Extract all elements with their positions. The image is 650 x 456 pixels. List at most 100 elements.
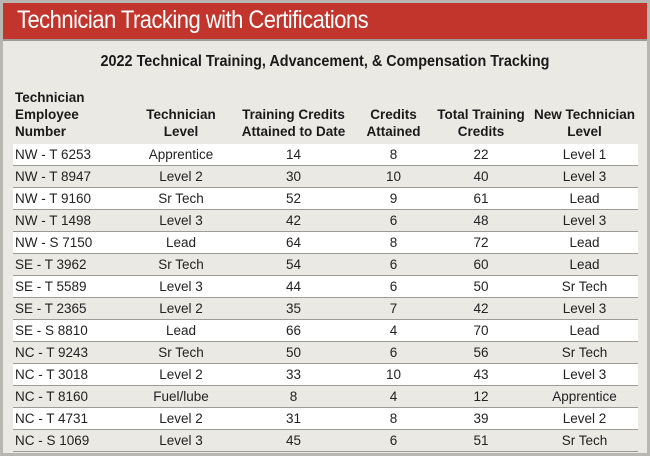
banner-title: Technician Tracking with Certifications xyxy=(17,6,369,34)
column-header-line: Attained to Date xyxy=(241,124,346,139)
table-row: NW - T 9160 Sr Tech 52 9 61 Lead xyxy=(13,187,638,210)
column-header-line: Credits xyxy=(457,124,505,139)
column-header-technician-level: Technician Level xyxy=(131,89,231,144)
cell-technician-level: Lead xyxy=(131,231,231,254)
cell-new-level: Level 1 xyxy=(531,144,638,166)
cell-credits-to-date: 66 xyxy=(231,319,356,342)
column-header-line: Employee Number xyxy=(15,107,79,139)
table-subtitle: 2022 Technical Training, Advancement, & … xyxy=(100,53,550,70)
cell-new-level: Level 2 xyxy=(531,407,638,430)
cell-employee-number: NW - T 8947 xyxy=(13,165,131,188)
table-row: NC - T 8160 Fuel/lube 8 4 12 Apprentice xyxy=(13,385,638,408)
cell-employee-number: NW - T 6253 xyxy=(13,144,131,166)
cell-credits-to-date: 52 xyxy=(231,187,356,210)
table-row: SE - T 3962 Sr Tech 54 6 60 Lead xyxy=(13,253,638,276)
cell-credits-attained: 10 xyxy=(356,165,431,188)
cell-employee-number: NC - T 9243 xyxy=(13,341,131,364)
cell-new-level: Level 3 xyxy=(531,363,638,386)
cell-total-credits: 72 xyxy=(431,231,531,254)
table-row: NC - T 9243 Sr Tech 50 6 56 Sr Tech xyxy=(13,341,638,364)
cell-credits-attained: 8 xyxy=(356,231,431,254)
cell-new-level: Sr Tech xyxy=(531,341,638,364)
cell-credits-to-date: 30 xyxy=(231,165,356,188)
cell-credits-attained: 4 xyxy=(356,319,431,342)
cell-credits-to-date: 33 xyxy=(231,363,356,386)
cell-total-credits: 42 xyxy=(431,297,531,320)
technician-tracking-table: Technician Employee Number Technician Level… xyxy=(13,89,638,452)
cell-new-level: Sr Tech xyxy=(531,275,638,298)
cell-credits-attained: 7 xyxy=(356,297,431,320)
cell-new-level: Sr Tech xyxy=(531,429,638,452)
cell-total-credits: 50 xyxy=(431,275,531,298)
cell-credits-attained: 8 xyxy=(356,144,431,166)
cell-total-credits: 12 xyxy=(431,385,531,408)
title-banner: Technician Tracking with Certifications xyxy=(3,3,647,41)
cell-technician-level: Level 3 xyxy=(131,429,231,452)
column-header-line: Training Credits xyxy=(242,107,345,122)
table-row: NW - T 6253 Apprentice 14 8 22 Level 1 xyxy=(13,144,638,166)
table-body: NW - T 6253 Apprentice 14 8 22 Level 1 NW - T … xyxy=(13,144,638,452)
cell-employee-number: NW - S 7150 xyxy=(13,231,131,254)
cell-credits-to-date: 42 xyxy=(231,209,356,232)
column-header-line: Technician xyxy=(146,107,216,122)
cell-technician-level: Sr Tech xyxy=(131,341,231,364)
cell-employee-number: SE - T 2365 xyxy=(13,297,131,320)
column-header-line: Level xyxy=(567,124,602,139)
cell-credits-attained: 6 xyxy=(356,429,431,452)
cell-technician-level: Fuel/lube xyxy=(131,385,231,408)
header-row: Technician Employee Number Technician Level… xyxy=(13,89,638,144)
cell-total-credits: 39 xyxy=(431,407,531,430)
column-header-line: Attained xyxy=(366,124,421,139)
cell-technician-level: Lead xyxy=(131,319,231,342)
cell-credits-attained: 8 xyxy=(356,407,431,430)
cell-new-level: Lead xyxy=(531,187,638,210)
column-header-line: Total Training xyxy=(437,107,525,122)
cell-credits-attained: 4 xyxy=(356,385,431,408)
cell-technician-level: Sr Tech xyxy=(131,187,231,210)
column-header-credits-to-date: Training Credits Attained to Date xyxy=(231,89,356,144)
cell-total-credits: 40 xyxy=(431,165,531,188)
cell-total-credits: 48 xyxy=(431,209,531,232)
cell-employee-number: NW - T 1498 xyxy=(13,209,131,232)
cell-total-credits: 60 xyxy=(431,253,531,276)
table-row: NC - T 4731 Level 2 31 8 39 Level 2 xyxy=(13,407,638,430)
cell-new-level: Lead xyxy=(531,253,638,276)
cell-technician-level: Level 2 xyxy=(131,297,231,320)
cell-technician-level: Level 2 xyxy=(131,165,231,188)
column-header-line: New Technician xyxy=(533,107,636,122)
table-row: SE - T 2365 Level 2 35 7 42 Level 3 xyxy=(13,297,638,320)
cell-credits-attained: 9 xyxy=(356,187,431,210)
column-header-employee-number: Technician Employee Number xyxy=(13,89,131,144)
cell-credits-to-date: 8 xyxy=(231,385,356,408)
cell-technician-level: Level 3 xyxy=(131,209,231,232)
cell-technician-level: Level 2 xyxy=(131,407,231,430)
column-header-line: Credits xyxy=(370,107,417,122)
column-header-line: Technician xyxy=(15,90,85,105)
cell-credits-to-date: 44 xyxy=(231,275,356,298)
cell-credits-attained: 6 xyxy=(356,341,431,364)
cell-employee-number: SE - T 3962 xyxy=(13,253,131,276)
table-row: NW - S 7150 Lead 64 8 72 Lead xyxy=(13,231,638,254)
cell-credits-to-date: 31 xyxy=(231,407,356,430)
cell-credits-to-date: 45 xyxy=(231,429,356,452)
column-header-new-level: New Technician Level xyxy=(531,89,638,144)
cell-employee-number: SE - S 8810 xyxy=(13,319,131,342)
cell-employee-number: NC - T 4731 xyxy=(13,407,131,430)
column-header-line: Level xyxy=(163,124,199,139)
cell-technician-level: Apprentice xyxy=(131,144,231,166)
cell-credits-to-date: 50 xyxy=(231,341,356,364)
cell-credits-to-date: 54 xyxy=(231,253,356,276)
table-row: NW - T 8947 Level 2 30 10 40 Level 3 xyxy=(13,165,638,188)
cell-technician-level: Level 2 xyxy=(131,363,231,386)
cell-new-level: Lead xyxy=(531,319,638,342)
cell-employee-number: NC - T 3018 xyxy=(13,363,131,386)
cell-new-level: Lead xyxy=(531,231,638,254)
cell-total-credits: 43 xyxy=(431,363,531,386)
table-row: SE - T 5589 Level 3 44 6 50 Sr Tech xyxy=(13,275,638,298)
cell-credits-attained: 6 xyxy=(356,275,431,298)
cell-credits-to-date: 14 xyxy=(231,144,356,166)
cell-new-level: Level 3 xyxy=(531,297,638,320)
cell-credits-to-date: 35 xyxy=(231,297,356,320)
cell-credits-to-date: 64 xyxy=(231,231,356,254)
cell-new-level: Level 3 xyxy=(531,165,638,188)
